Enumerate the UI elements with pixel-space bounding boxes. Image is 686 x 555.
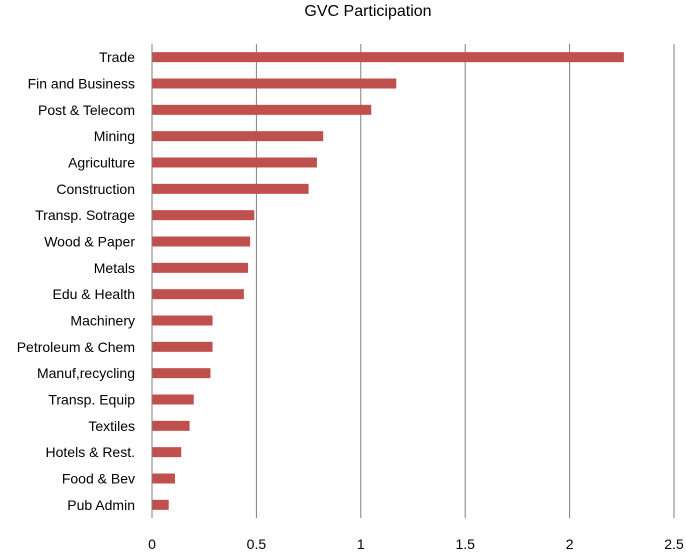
category-labels: Trade Fin and Business Post & Telecom Minin… (17, 49, 136, 513)
bar (152, 210, 255, 221)
bar (152, 131, 324, 142)
x-tick-label: 2 (566, 536, 574, 552)
bar (152, 368, 211, 379)
category-label: Trade (99, 49, 135, 65)
x-tick-label: 1.5 (455, 536, 475, 552)
bar (152, 157, 317, 168)
bar (152, 315, 213, 326)
bar (152, 420, 190, 431)
category-label: Textiles (88, 418, 135, 434)
bar (152, 236, 251, 247)
category-label: Transp. Sotrage (35, 207, 135, 223)
category-label: Mining (94, 128, 135, 144)
x-tick-label: 0 (148, 536, 156, 552)
chart-title: GVC Participation (304, 3, 431, 20)
bar (152, 499, 169, 510)
bar (152, 78, 397, 89)
x-tick-labels: 0 0.5 1 1.5 2 2.5 (148, 536, 684, 552)
category-label: Food & Bev (62, 471, 135, 487)
x-tick-label: 0.5 (247, 536, 267, 552)
bar (152, 289, 244, 300)
category-label: Edu & Health (53, 286, 136, 302)
category-label: Post & Telecom (38, 102, 135, 118)
category-label: Construction (56, 181, 135, 197)
bar (152, 52, 624, 63)
category-label: Petroleum & Chem (17, 339, 135, 355)
category-label: Machinery (70, 313, 135, 329)
category-label: Transp. Equip (48, 392, 135, 408)
bar (152, 341, 213, 352)
category-label: Metals (94, 260, 135, 276)
bar (152, 447, 182, 458)
bar (152, 104, 372, 115)
gridlines (255, 44, 675, 518)
bar (152, 394, 194, 405)
category-label: Pub Admin (67, 497, 135, 513)
bar (152, 262, 249, 273)
category-label: Manuf,recycling (37, 365, 135, 381)
x-tick-label: 2.5 (664, 536, 684, 552)
bar (152, 183, 309, 194)
category-label: Wood & Paper (44, 234, 135, 250)
bar (152, 473, 175, 484)
category-label: Hotels & Rest. (46, 444, 135, 460)
x-tick-label: 1 (357, 536, 365, 552)
category-label: Fin and Business (28, 76, 135, 92)
bars (152, 52, 624, 510)
category-label: Agriculture (68, 155, 135, 171)
